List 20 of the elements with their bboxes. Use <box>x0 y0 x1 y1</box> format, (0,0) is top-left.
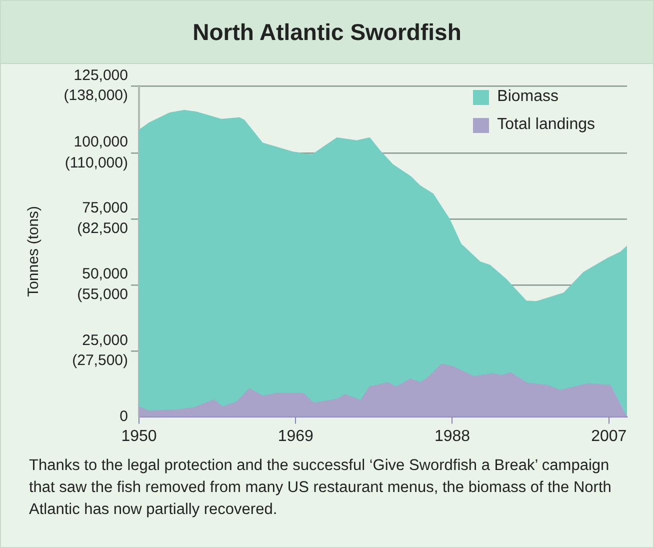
legend-label: Total landings <box>497 116 595 134</box>
y-axis-title: Tonnes (tons) <box>25 206 42 297</box>
y-tick-label: (55,000 <box>77 286 128 304</box>
y2-tick-label: 0 <box>120 408 128 425</box>
y2-tick-label: 25,000 <box>82 332 128 349</box>
y2-tick-label: 75,000 <box>82 199 128 216</box>
text: Thanks to the legal protection and the successful ‘Give Swordfish a Break’ campaign that saw the fish removed from many US restaurant menus, the biomass of the North Atlantic has now partially recovered. <box>29 456 612 520</box>
y2-tick-label: 125,000 <box>74 67 128 84</box>
y-tick-label: (82,500 <box>77 220 128 238</box>
x-tick-label: 1969 <box>278 428 314 445</box>
y2-tick-label: 100,000 <box>74 133 128 150</box>
x-tick-label: 1950 <box>121 428 157 445</box>
y-tick-label: (138,000) <box>64 87 128 104</box>
y2-tick-label: 50,000 <box>82 266 128 283</box>
x-tick-label: 2007 <box>591 428 627 445</box>
chart-title: North Atlantic Swordfish <box>1 1 653 64</box>
y-tick-label: (110,000) <box>64 154 128 172</box>
x-tick-label: 1988 <box>434 428 470 445</box>
y-tick-label: (27,500) <box>72 352 128 370</box>
legend-label: Biomass <box>497 88 559 106</box>
